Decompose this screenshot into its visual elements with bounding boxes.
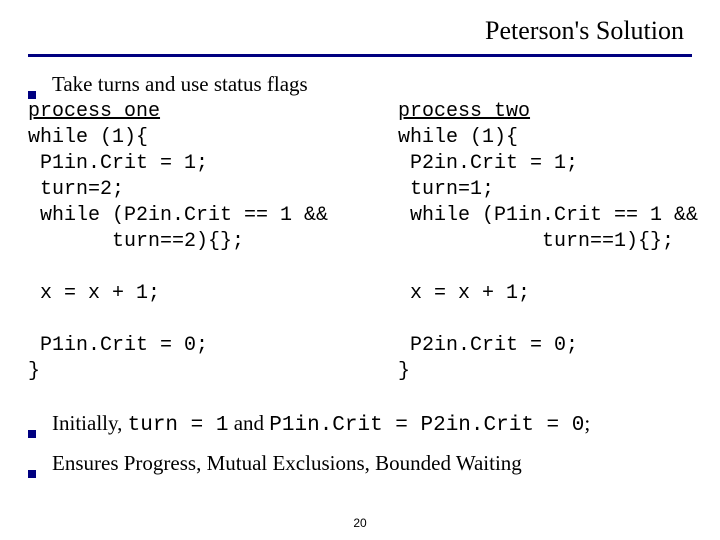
note-row-2: Ensures Progress, Mutual Exclusions, Bou… — [28, 451, 700, 476]
intro-bullet-text: Take turns and use status flags — [52, 72, 308, 97]
page-number: 20 — [0, 516, 720, 530]
process-two-header: process two — [398, 100, 530, 123]
slide-content: Take turns and use status flags process … — [28, 72, 700, 476]
intro-bullet-row: Take turns and use status flags — [28, 72, 700, 97]
process-one-header: process one — [28, 100, 160, 123]
process-two-body: while (1){ P2in.Crit = 1; turn=1; while … — [398, 126, 698, 383]
title-rule — [28, 54, 692, 57]
notes-block: Initially, turn = 1 and P1in.Crit = P2in… — [28, 411, 700, 476]
code-columns: process one while (1){ P1in.Crit = 1; tu… — [28, 99, 700, 385]
square-bullet-icon — [28, 430, 36, 438]
note-2-text: Ensures Progress, Mutual Exclusions, Bou… — [52, 451, 522, 476]
note-row-1: Initially, turn = 1 and P1in.Crit = P2in… — [28, 411, 700, 437]
process-one-column: process one while (1){ P1in.Crit = 1; tu… — [28, 99, 398, 385]
square-bullet-icon — [28, 470, 36, 478]
process-two-column: process two while (1){ P2in.Crit = 1; tu… — [398, 99, 700, 385]
square-bullet-icon — [28, 91, 36, 99]
process-one-body: while (1){ P1in.Crit = 1; turn=2; while … — [28, 126, 328, 383]
note-1-text: Initially, turn = 1 and P1in.Crit = P2in… — [52, 411, 590, 437]
slide-title: Peterson's Solution — [485, 16, 684, 46]
